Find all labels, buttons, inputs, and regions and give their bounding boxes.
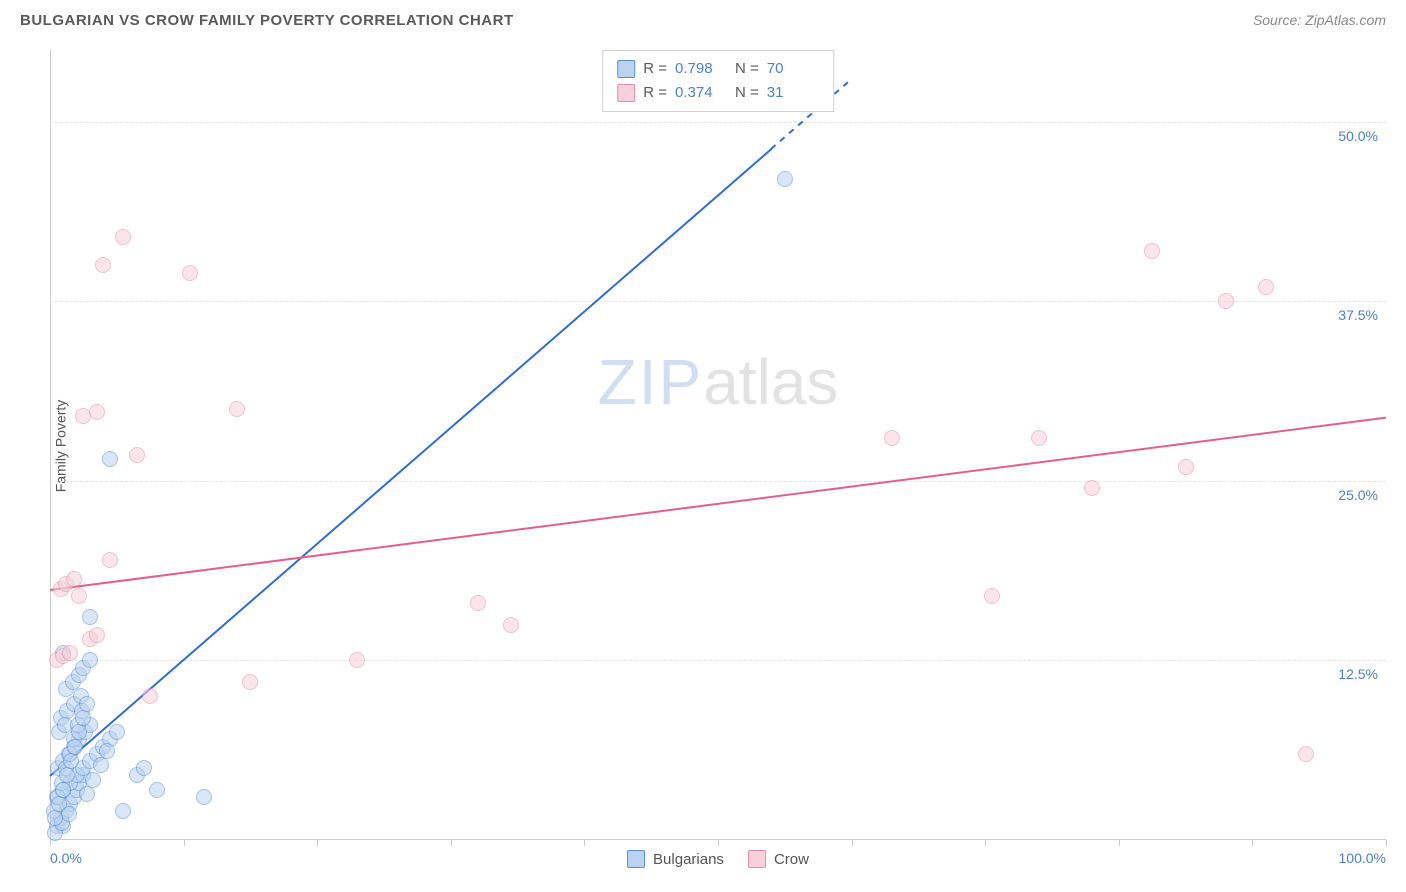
- data-point: [129, 447, 145, 463]
- legend-item-bulgarians: Bulgarians: [627, 850, 724, 868]
- correlation-row-crow: R = 0.374 N = 31: [617, 81, 819, 105]
- data-point: [75, 710, 91, 726]
- trend-line: [50, 416, 1386, 590]
- chart-plot-area: ZIPatlas R = 0.798 N = 70 R = 0.374 N = …: [50, 50, 1386, 840]
- r-label-0: R =: [643, 57, 667, 81]
- watermark: ZIPatlas: [598, 345, 839, 419]
- data-point: [63, 753, 79, 769]
- data-point: [102, 451, 118, 467]
- swatch-crow: [617, 84, 635, 102]
- data-point: [71, 588, 87, 604]
- legend-swatch-crow: [748, 850, 766, 868]
- x-tick: [985, 840, 986, 846]
- x-tick: [317, 840, 318, 846]
- data-point: [66, 571, 82, 587]
- swatch-bulgarians: [617, 60, 635, 78]
- data-point: [82, 609, 98, 625]
- data-point: [1218, 293, 1234, 309]
- data-point: [242, 674, 258, 690]
- data-point: [136, 760, 152, 776]
- data-point: [67, 739, 83, 755]
- grid-line: [50, 122, 1386, 123]
- x-tick: [718, 840, 719, 846]
- grid-line: [50, 301, 1386, 302]
- data-point: [102, 552, 118, 568]
- source-attribution: Source: ZipAtlas.com: [1253, 12, 1386, 28]
- data-point: [349, 652, 365, 668]
- data-point: [1298, 746, 1314, 762]
- data-point: [142, 688, 158, 704]
- x-tick: [852, 840, 853, 846]
- r-value-0: 0.798: [675, 57, 727, 81]
- x-tick-label-min: 0.0%: [50, 850, 82, 866]
- data-point: [470, 595, 486, 611]
- x-tick: [1252, 840, 1253, 846]
- data-point: [1084, 480, 1100, 496]
- y-tick-label: 50.0%: [1338, 128, 1378, 144]
- data-point: [109, 724, 125, 740]
- data-point: [71, 724, 87, 740]
- data-point: [503, 617, 519, 633]
- data-point: [62, 645, 78, 661]
- n-value-1: 31: [767, 81, 819, 105]
- x-tick: [184, 840, 185, 846]
- data-point: [182, 265, 198, 281]
- legend-label-bulgarians: Bulgarians: [653, 851, 724, 868]
- data-point: [884, 430, 900, 446]
- data-point: [1031, 430, 1047, 446]
- x-tick: [584, 840, 585, 846]
- data-point: [99, 743, 115, 759]
- x-tick: [1386, 840, 1387, 846]
- x-tick: [50, 840, 51, 846]
- n-label-0: N =: [735, 57, 759, 81]
- data-point: [89, 404, 105, 420]
- data-point: [149, 782, 165, 798]
- data-point: [1258, 279, 1274, 295]
- data-point: [777, 171, 793, 187]
- legend-item-crow: Crow: [748, 850, 809, 868]
- x-tick: [451, 840, 452, 846]
- data-point: [51, 796, 67, 812]
- data-point: [79, 696, 95, 712]
- trend-line: [49, 149, 772, 777]
- y-tick-label: 37.5%: [1338, 307, 1378, 323]
- data-point: [82, 652, 98, 668]
- data-point: [55, 782, 71, 798]
- data-point: [1144, 243, 1160, 259]
- watermark-atlas: atlas: [703, 346, 838, 418]
- watermark-zip: ZIP: [598, 346, 704, 418]
- data-point: [95, 257, 111, 273]
- x-tick-label-max: 100.0%: [1339, 850, 1386, 866]
- data-point: [115, 803, 131, 819]
- correlation-legend: R = 0.798 N = 70 R = 0.374 N = 31: [602, 50, 834, 112]
- y-tick-label: 12.5%: [1338, 666, 1378, 682]
- x-tick: [1119, 840, 1120, 846]
- data-point: [89, 627, 105, 643]
- data-point: [115, 229, 131, 245]
- legend-label-crow: Crow: [774, 851, 809, 868]
- plot-surface: ZIPatlas R = 0.798 N = 70 R = 0.374 N = …: [50, 50, 1386, 840]
- data-point: [196, 789, 212, 805]
- data-point: [47, 810, 63, 826]
- n-value-0: 70: [767, 57, 819, 81]
- data-point: [59, 767, 75, 783]
- series-legend: Bulgarians Crow: [627, 850, 809, 868]
- data-point: [93, 757, 109, 773]
- y-axis-line: [50, 50, 51, 840]
- y-tick-label: 25.0%: [1338, 487, 1378, 503]
- grid-line: [50, 660, 1386, 661]
- data-point: [229, 401, 245, 417]
- r-label-1: R =: [643, 81, 667, 105]
- chart-title: BULGARIAN VS CROW FAMILY POVERTY CORRELA…: [20, 12, 514, 29]
- correlation-row-bulgarians: R = 0.798 N = 70: [617, 57, 819, 81]
- data-point: [1178, 459, 1194, 475]
- n-label-1: N =: [735, 81, 759, 105]
- legend-swatch-bulgarians: [627, 850, 645, 868]
- data-point: [984, 588, 1000, 604]
- data-point: [79, 786, 95, 802]
- chart-header: BULGARIAN VS CROW FAMILY POVERTY CORRELA…: [0, 0, 1406, 37]
- r-value-1: 0.374: [675, 81, 727, 105]
- grid-line: [50, 481, 1386, 482]
